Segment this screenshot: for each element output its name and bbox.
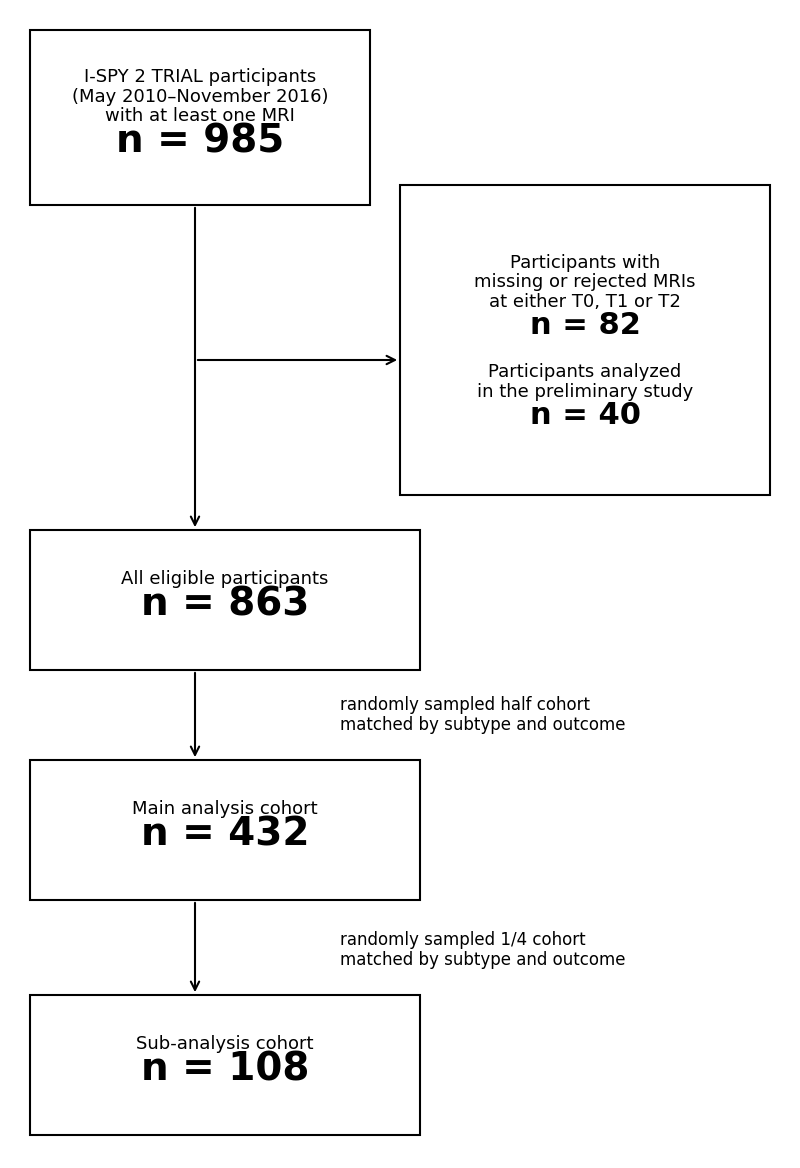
- Text: n = 40: n = 40: [530, 401, 641, 430]
- Text: n = 82: n = 82: [530, 311, 641, 340]
- Text: Sub-analysis cohort: Sub-analysis cohort: [136, 1035, 314, 1054]
- Text: randomly sampled half cohort
matched by subtype and outcome: randomly sampled half cohort matched by …: [340, 696, 626, 735]
- Bar: [30, 760, 420, 901]
- Text: n = 863: n = 863: [141, 585, 309, 624]
- Text: Participants with: Participants with: [510, 253, 660, 272]
- Text: All eligible participants: All eligible participants: [122, 570, 329, 588]
- Text: n = 985: n = 985: [116, 123, 284, 160]
- Text: n = 108: n = 108: [141, 1050, 309, 1089]
- Text: with at least one MRI: with at least one MRI: [105, 107, 295, 125]
- Text: Main analysis cohort: Main analysis cohort: [132, 800, 318, 818]
- Text: n = 432: n = 432: [141, 815, 310, 854]
- Bar: [30, 995, 420, 1135]
- Text: I-SPY 2 TRIAL participants: I-SPY 2 TRIAL participants: [84, 68, 316, 86]
- Text: at either T0, T1 or T2: at either T0, T1 or T2: [489, 293, 681, 311]
- Bar: [30, 30, 370, 206]
- Bar: [30, 530, 420, 670]
- Text: in the preliminary study: in the preliminary study: [477, 383, 693, 401]
- Text: randomly sampled 1/4 cohort
matched by subtype and outcome: randomly sampled 1/4 cohort matched by s…: [340, 931, 626, 969]
- Text: Participants analyzed: Participants analyzed: [488, 363, 682, 381]
- Bar: [400, 185, 770, 495]
- Text: (May 2010–November 2016): (May 2010–November 2016): [72, 88, 328, 105]
- Text: missing or rejected MRIs: missing or rejected MRIs: [474, 273, 696, 291]
